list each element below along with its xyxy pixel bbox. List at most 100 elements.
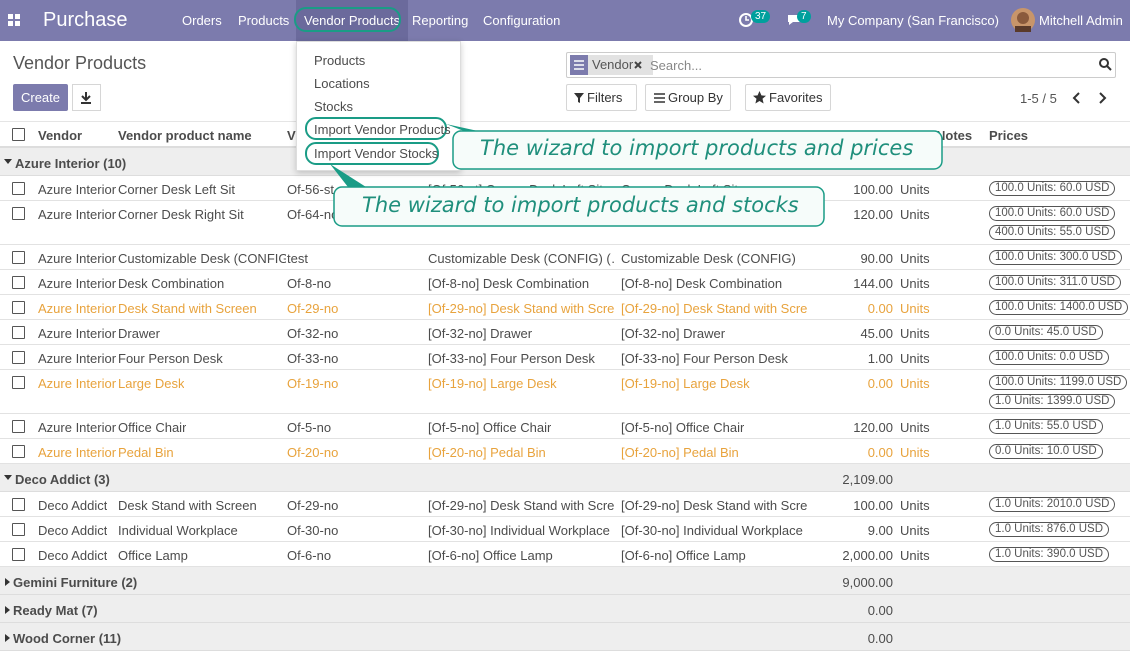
column-header[interactable]: Prices (989, 128, 1029, 143)
table-row[interactable] (0, 492, 1130, 517)
group-caret (4, 475, 12, 480)
cell-quantity: 120.00 (853, 207, 893, 222)
cell-uom: Units (900, 351, 930, 366)
group-caret (5, 578, 10, 586)
table-row[interactable] (0, 320, 1130, 345)
group-row[interactable] (0, 567, 1130, 595)
row-checkbox[interactable] (12, 351, 25, 364)
group-label[interactable]: Gemini Furniture (2) (13, 575, 138, 590)
table-row[interactable] (0, 345, 1130, 370)
user-avatar[interactable] (1011, 8, 1035, 32)
group-row[interactable] (0, 464, 1130, 492)
group-caret (5, 634, 10, 642)
app-name[interactable]: Purchase (43, 9, 128, 31)
column-header[interactable]: V (287, 128, 296, 143)
row-checkbox[interactable] (12, 276, 25, 289)
cell-uom: Units (900, 498, 930, 513)
group-caret (4, 159, 12, 164)
table-row[interactable] (0, 414, 1130, 439)
dropdown-item[interactable]: Import Vendor Products (314, 122, 451, 137)
cell-name: Office Chair (118, 420, 187, 435)
cell-quantity: 2,000.00 (842, 548, 893, 563)
group-row[interactable] (0, 595, 1130, 623)
row-checkbox[interactable] (12, 182, 25, 195)
column-header[interactable]: Notes (936, 128, 973, 143)
cell-uom: Units (900, 182, 930, 197)
group-label[interactable]: Azure Interior (10) (15, 156, 127, 171)
menu-item[interactable]: Orders (182, 13, 222, 28)
column-header[interactable]: Vendor product name (118, 128, 252, 143)
company-switcher[interactable]: My Company (San Francisco) (827, 13, 999, 28)
cell-name: Individual Workplace (118, 523, 238, 538)
cell-code: Of-6-no (287, 548, 332, 563)
cell-vendor: Azure Interior (38, 326, 116, 341)
row-checkbox[interactable] (12, 548, 25, 561)
user-name[interactable]: Mitchell Admin (1039, 13, 1123, 28)
row-checkbox[interactable] (12, 445, 25, 458)
page-title: Vendor Products (13, 53, 147, 73)
menu-item[interactable]: Reporting (412, 13, 469, 28)
group-label[interactable]: Ready Mat (7) (13, 603, 98, 618)
download-button[interactable] (72, 84, 101, 111)
menu-item[interactable]: Products (238, 13, 290, 28)
search-icon[interactable] (1098, 57, 1112, 71)
menu-item[interactable]: Vendor Products (296, 0, 409, 41)
select-all-checkbox[interactable] (12, 128, 25, 141)
row-checkbox[interactable] (12, 498, 25, 511)
cell-name: Pedal Bin (118, 445, 174, 460)
apps-icon[interactable] (8, 14, 20, 26)
cell-uom: Units (900, 251, 930, 266)
star-icon (753, 91, 766, 104)
search-placeholder[interactable]: Search... (650, 58, 703, 73)
cell-name: Desk Combination (118, 276, 225, 291)
callout-text: The wizard to import products and stocks (362, 193, 799, 217)
row-checkbox[interactable] (12, 326, 25, 339)
dropdown-item[interactable]: Stocks (314, 99, 354, 114)
favorites-button[interactable]: Favorites (745, 84, 831, 111)
table-row[interactable] (0, 542, 1130, 567)
search-box[interactable] (566, 52, 1116, 78)
group-label[interactable]: Wood Corner (11) (13, 631, 122, 646)
facet-remove[interactable] (633, 60, 643, 70)
filter-icon (574, 93, 584, 103)
cell-template: [Of-5-no] Office Chair (621, 420, 745, 435)
table-row[interactable] (0, 245, 1130, 270)
cell-vendor: Azure Interior (38, 376, 116, 391)
dropdown-menu (296, 41, 461, 171)
column-header[interactable]: Vendor (38, 128, 83, 143)
price-tag: 100.0 Units: 0.0 USD (989, 350, 1110, 365)
cell-name: Corner Desk Left Sit (118, 182, 236, 197)
row-checkbox[interactable] (12, 420, 25, 433)
pager-arrows[interactable] (1070, 91, 1110, 105)
group-label[interactable]: Deco Addict (3) (15, 472, 110, 487)
table-row[interactable] (0, 270, 1130, 295)
group-total: 2,109.00 (842, 472, 893, 487)
table-row[interactable] (0, 370, 1130, 414)
cell-variant: [Of-29-no] Desk Stand with Scre… (428, 498, 616, 513)
group-by-button[interactable]: Group By (645, 84, 731, 111)
cell-code: Of-29-no (287, 301, 339, 316)
cell-template: [Of-33-no] Four Person Desk (621, 351, 788, 366)
message-badge: 7 (797, 10, 811, 23)
row-checkbox[interactable] (12, 251, 25, 264)
cell-template: [Of-20-no] Pedal Bin (621, 445, 739, 460)
table-row[interactable] (0, 295, 1130, 320)
price-tag: 0.0 Units: 45.0 USD (989, 325, 1103, 340)
table-row[interactable] (0, 439, 1130, 464)
row-checkbox[interactable] (12, 523, 25, 536)
dropdown-item[interactable]: Products (314, 53, 366, 68)
row-checkbox[interactable] (12, 207, 25, 220)
menu-item[interactable]: Configuration (483, 13, 561, 28)
row-checkbox[interactable] (12, 301, 25, 314)
price-tag: 100.0 Units: 311.0 USD (989, 275, 1121, 290)
dropdown-item[interactable]: Import Vendor Stocks (314, 146, 439, 161)
cell-quantity: 0.00 (867, 301, 893, 316)
group-row[interactable] (0, 623, 1130, 651)
table-row[interactable] (0, 517, 1130, 542)
create-button[interactable]: Create (13, 84, 68, 111)
filters-button[interactable]: Filters (566, 84, 637, 111)
row-checkbox[interactable] (12, 376, 25, 389)
dropdown-item[interactable]: Locations (314, 76, 370, 91)
table-row[interactable] (0, 201, 1130, 245)
cell-code: Of-19-no (287, 376, 339, 391)
